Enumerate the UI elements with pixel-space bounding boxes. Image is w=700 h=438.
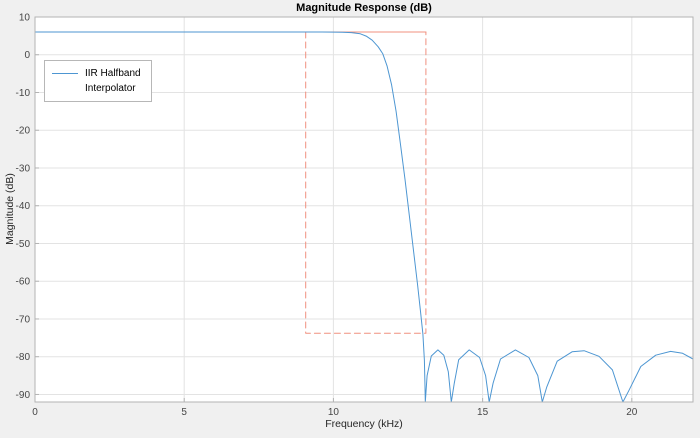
y-tick-label: -60 [16, 277, 31, 288]
x-tick-label: 10 [328, 407, 340, 418]
iir-halfband-interpolator-curve [34, 31, 694, 403]
design-mask-dashed [305, 31, 427, 334]
y-tick-label: -90 [16, 390, 31, 401]
axes-box [34, 16, 694, 403]
y-tick-label: -30 [16, 163, 31, 174]
y-tick-label: -70 [16, 314, 31, 325]
x-tick-label: 20 [626, 407, 638, 418]
x-axis-label: Frequency (kHz) [325, 418, 403, 430]
legend-label-line2: Interpolator [85, 83, 136, 94]
y-tick-label: -80 [16, 352, 31, 363]
chart-title: Magnitude Response (dB) [296, 2, 432, 14]
x-tick-label: 15 [477, 407, 489, 418]
legend-line-spacer [52, 88, 78, 89]
y-tick-label: -50 [16, 239, 31, 250]
y-tick-label: 10 [19, 13, 31, 24]
y-tick-label: -20 [16, 126, 31, 137]
legend-line-sample [52, 73, 78, 74]
y-tick-label: -10 [16, 88, 31, 99]
legend-label-line1: IIR Halfband [85, 68, 141, 79]
legend-entry-continued: Interpolator [52, 81, 141, 96]
y-tick-label: 0 [24, 50, 30, 61]
x-tick-label: 5 [181, 407, 187, 418]
legend-entry: IIR Halfband [52, 66, 141, 81]
x-tick-label: 0 [32, 407, 38, 418]
y-tick-label: -40 [16, 201, 31, 212]
y-axis-label: Magnitude (dB) [4, 173, 16, 245]
legend[interactable]: IIR Halfband Interpolator [44, 60, 152, 102]
